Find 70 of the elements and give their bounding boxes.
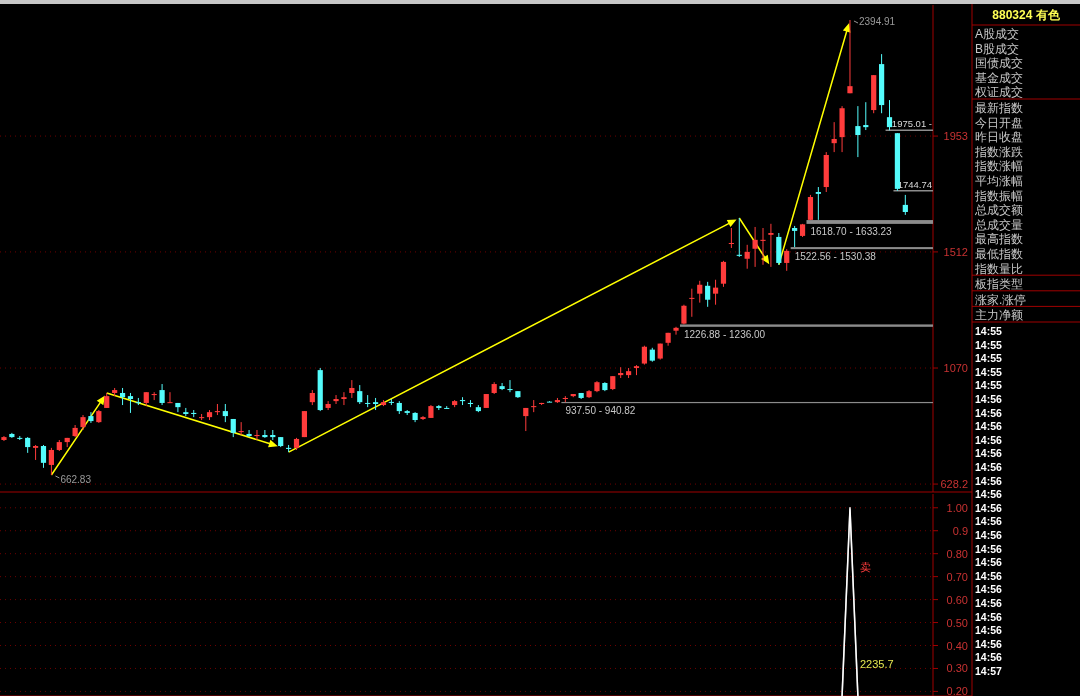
text: 14:57 — [975, 665, 1003, 677]
y-tick-label: 628.2 — [940, 478, 968, 491]
annotation: 2394.91 — [858, 16, 896, 27]
text: 指数涨幅 — [974, 159, 1023, 174]
text: A股成交 — [975, 27, 1020, 41]
text: 最新指数 — [975, 101, 1023, 115]
text: 14:56 — [975, 529, 1003, 541]
band-label: 1618.70 - 1633.23 — [810, 225, 893, 237]
y-tick-label: 0.30 — [946, 662, 968, 675]
y-tick-label: 1.00 — [946, 501, 968, 514]
text: 14:56 — [975, 542, 1003, 555]
text: 14:55 — [975, 325, 1003, 337]
text: 指数振幅 — [974, 188, 1023, 203]
text: 基金成交 — [975, 70, 1023, 85]
text: 14:56 — [975, 583, 1003, 596]
y-tick-label: 1953 — [943, 130, 968, 143]
text: 14:56 — [975, 651, 1003, 664]
y-tick-label: 0.40 — [946, 639, 968, 652]
text: 14:56 — [975, 569, 1003, 582]
text: 板指类型 — [974, 277, 1023, 292]
text: 主力净额 — [975, 308, 1023, 323]
y-tick-label: 0.80 — [946, 547, 968, 560]
text: 14:56 — [975, 610, 1003, 623]
text: 昨日收盘 — [975, 130, 1023, 145]
text: 14:56 — [975, 501, 1003, 514]
text: 最高指数 — [975, 232, 1023, 247]
text: 14:56 — [975, 461, 1003, 473]
text: 权证成交 — [974, 85, 1023, 100]
text: 14:56 — [975, 393, 1003, 405]
y-tick-label: 1070 — [943, 362, 968, 375]
text: 880324 有色 — [992, 8, 1061, 22]
text: 14:56 — [975, 447, 1003, 460]
annotation: 2235.7 — [859, 657, 894, 670]
text: 最低指数 — [975, 247, 1023, 261]
text: 14:56 — [975, 515, 1003, 528]
y-tick-label: 0.9 — [952, 524, 968, 537]
ref-line-label: 1975.01 - — [891, 118, 932, 130]
text: 14:56 — [975, 556, 1003, 569]
text: 14:56 — [975, 597, 1003, 609]
ref-line-label: 1744.74 — [897, 178, 932, 190]
text: 14:55 — [975, 352, 1003, 365]
annotation: 662.83 — [60, 473, 92, 485]
text: 14:55 — [975, 338, 1003, 351]
text: 14:55 — [975, 379, 1003, 392]
text: 总成交额 — [974, 203, 1023, 218]
y-tick-label: 0.60 — [946, 593, 968, 606]
annotation: 卖 — [859, 560, 871, 573]
y-tick-label: 0.70 — [946, 570, 968, 583]
text: 今日开盘 — [975, 115, 1023, 130]
text: 平均涨幅 — [975, 174, 1023, 188]
text: B股成交 — [975, 41, 1020, 56]
text: 14:56 — [975, 474, 1003, 487]
text: 14:56 — [975, 488, 1003, 501]
band-label: 937.50 - 940.82 — [565, 404, 636, 416]
text: 14:56 — [975, 433, 1003, 446]
text: 总成交量 — [974, 217, 1023, 232]
text: 14:56 — [975, 420, 1003, 433]
y-tick-label: 0.50 — [946, 616, 968, 629]
y-tick-label: 1512 — [943, 245, 968, 258]
text: 国债成交 — [975, 56, 1023, 71]
text: 14:56 — [975, 406, 1003, 419]
text: 14:56 — [975, 624, 1003, 637]
text: 指数量比 — [974, 261, 1023, 276]
text: 指数涨跌 — [974, 144, 1023, 159]
text: 14:56 — [975, 637, 1003, 650]
band-label: 1226.88 - 1236.00 — [683, 328, 766, 340]
y-tick-label: 0.20 — [946, 685, 968, 696]
band-label: 1522.56 - 1530.38 — [794, 251, 877, 263]
text: 14:55 — [975, 365, 1003, 378]
text: 涨家.涨停 — [975, 292, 1027, 307]
